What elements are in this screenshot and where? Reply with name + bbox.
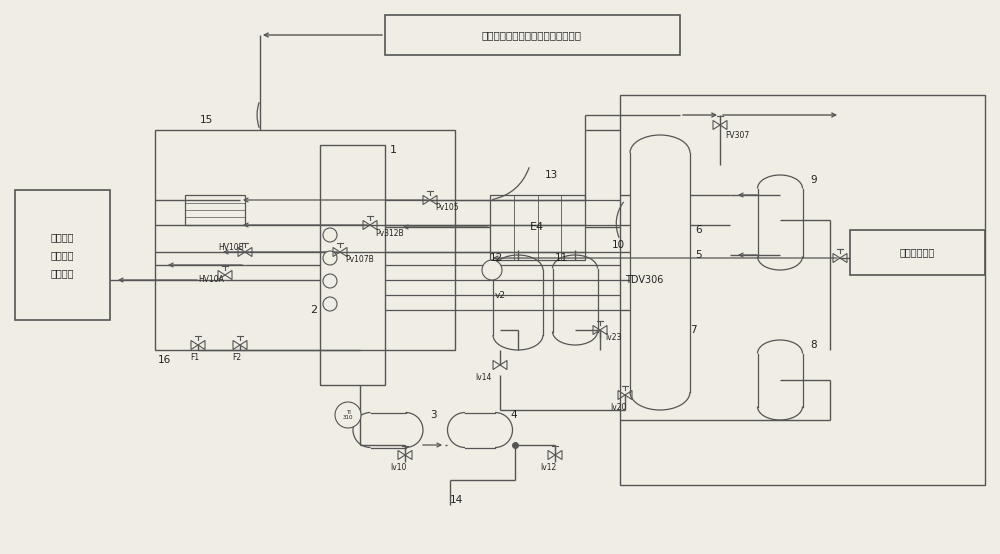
Text: 16: 16 xyxy=(158,355,171,365)
Text: 来自界外的低压氪气（解冻用氪气）: 来自界外的低压氪气（解冻用氪气） xyxy=(482,30,582,40)
Text: Pv312B: Pv312B xyxy=(375,228,404,238)
Text: 1: 1 xyxy=(390,145,397,155)
Text: 10: 10 xyxy=(612,240,625,250)
Bar xyxy=(155,130,455,350)
Text: lv10: lv10 xyxy=(390,464,406,473)
Text: 4: 4 xyxy=(510,410,517,420)
Text: Pv105: Pv105 xyxy=(435,203,459,213)
Text: 2: 2 xyxy=(310,305,317,315)
Text: 3: 3 xyxy=(430,410,437,420)
Circle shape xyxy=(323,274,337,288)
Text: 15: 15 xyxy=(200,115,213,125)
Circle shape xyxy=(323,251,337,265)
Bar xyxy=(620,95,985,485)
Text: 7: 7 xyxy=(690,325,697,335)
Text: Pv107B: Pv107B xyxy=(345,255,374,264)
Bar xyxy=(15,190,110,320)
Text: 14: 14 xyxy=(450,495,463,505)
Text: 13: 13 xyxy=(545,170,558,180)
Circle shape xyxy=(323,297,337,311)
Text: F2: F2 xyxy=(232,353,241,362)
Text: 6: 6 xyxy=(695,225,702,235)
Text: lv20: lv20 xyxy=(610,403,626,413)
Text: lv12: lv12 xyxy=(540,464,556,473)
Text: TDV306: TDV306 xyxy=(625,275,663,285)
Circle shape xyxy=(323,228,337,242)
Text: 12: 12 xyxy=(490,253,503,263)
Text: FV307: FV307 xyxy=(725,131,749,140)
Text: E4: E4 xyxy=(530,222,544,232)
Circle shape xyxy=(482,260,502,280)
Text: 11: 11 xyxy=(555,253,568,263)
Text: F1: F1 xyxy=(190,353,199,362)
Bar xyxy=(850,230,985,275)
Text: v2: v2 xyxy=(495,290,506,300)
Bar xyxy=(490,195,585,260)
Text: 8: 8 xyxy=(810,340,817,350)
Text: lv14: lv14 xyxy=(475,373,491,382)
Text: 5: 5 xyxy=(695,250,702,260)
Text: TI
310: TI 310 xyxy=(343,409,353,420)
Text: HV10B: HV10B xyxy=(218,244,244,253)
Bar xyxy=(385,15,680,55)
Text: 液氪来自界区: 液氪来自界区 xyxy=(899,247,935,257)
Circle shape xyxy=(335,402,361,428)
Bar xyxy=(185,195,245,225)
Bar xyxy=(320,145,385,385)
Text: HV10A: HV10A xyxy=(198,275,224,285)
Text: lv23: lv23 xyxy=(605,334,621,342)
Text: 来自前段
净化装置
的合成气: 来自前段 净化装置 的合成气 xyxy=(50,232,74,278)
Text: 9: 9 xyxy=(810,175,817,185)
